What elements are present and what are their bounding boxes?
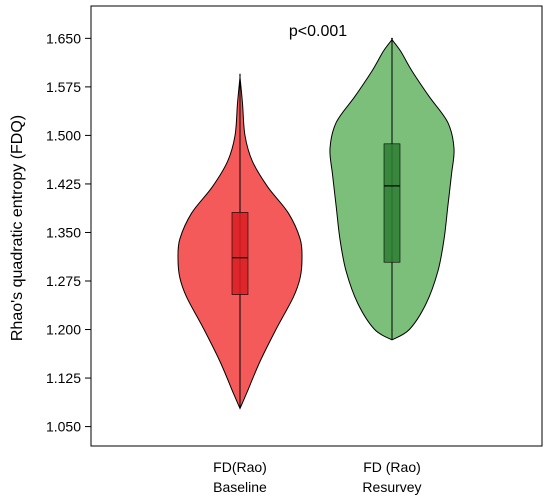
y-tick-label: 1.650 xyxy=(46,30,81,46)
y-tick-label: 1.425 xyxy=(46,176,81,192)
y-tick-label: 1.050 xyxy=(46,419,81,435)
category-label-resurvey-line1: FD (Rao) xyxy=(363,459,421,475)
violin-box-1 xyxy=(383,143,401,263)
category-label-baseline-line2: Baseline xyxy=(213,479,267,495)
plot-frame xyxy=(90,5,543,447)
y-tick-label: 1.575 xyxy=(46,79,81,95)
p-value-annotation: p<0.001 xyxy=(289,23,347,40)
category-label-baseline-line1: FD(Rao) xyxy=(213,459,267,475)
category-label-resurvey-line2: Resurvey xyxy=(362,479,421,495)
violin-box-0 xyxy=(231,212,249,295)
y-tick-label: 1.125 xyxy=(46,370,81,386)
y-tick-label: 1.350 xyxy=(46,224,81,240)
y-tick-label: 1.200 xyxy=(46,322,81,338)
y-axis-title: Rhao's quadratic entropy (FDQ) xyxy=(9,115,26,341)
y-tick-label: 1.500 xyxy=(46,127,81,143)
y-tick-label: 1.275 xyxy=(46,273,81,289)
violins xyxy=(177,37,455,410)
y-axis: 1.050 1.125 1.200 1.275 1.350 1.425 1.500 1.575… xyxy=(46,30,91,435)
